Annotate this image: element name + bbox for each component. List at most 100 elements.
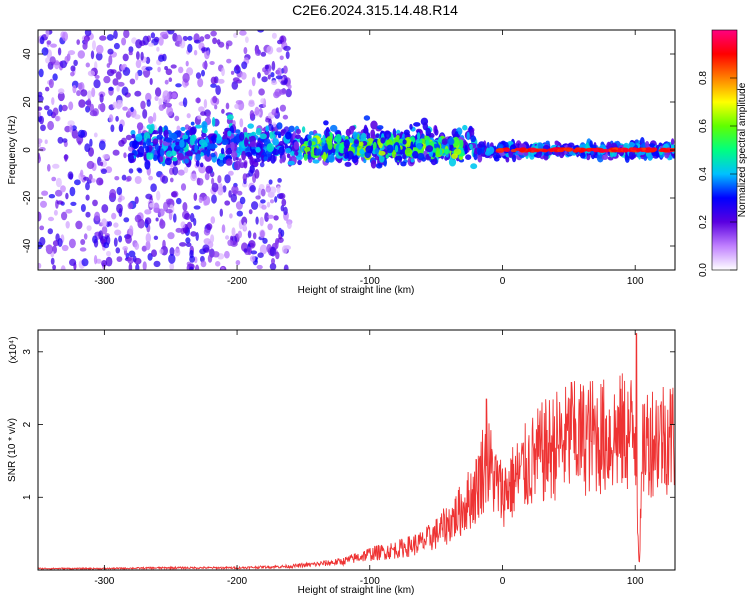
heatmap-cell xyxy=(278,146,285,156)
heatmap-cell xyxy=(71,129,79,139)
heatmap-cell xyxy=(134,90,142,97)
heatmap-cell xyxy=(86,160,95,170)
heatmap-cell xyxy=(209,61,215,65)
heatmap-cell xyxy=(145,145,150,153)
snr-y-ticks: 1 2 3 xyxy=(22,349,675,500)
heatmap-cell xyxy=(279,158,284,164)
heatmap-cell xyxy=(240,72,247,80)
heatmap-cell xyxy=(248,101,255,107)
heatmap-cell xyxy=(45,86,50,92)
heatmap-cell xyxy=(39,36,45,45)
heatmap-cell xyxy=(38,95,44,103)
heatmap-cell xyxy=(466,131,470,141)
heatmap-cell xyxy=(180,183,187,191)
heatmap-cell xyxy=(218,41,225,48)
heatmap-cell xyxy=(363,115,371,121)
heatmap-cell xyxy=(128,168,134,174)
heatmap-cell xyxy=(153,202,160,213)
heatmap-cell xyxy=(123,30,130,39)
heatmap-cell xyxy=(145,66,153,71)
heatmap-cell xyxy=(91,178,96,183)
heatmap-cell xyxy=(80,239,86,245)
heatmap-cell xyxy=(87,90,92,100)
heatmap-cell xyxy=(109,188,117,199)
heatmap-cell xyxy=(611,149,618,153)
heatmap-cell xyxy=(241,150,247,161)
heatmap-cell xyxy=(118,123,124,133)
heatmap-cell xyxy=(113,42,120,50)
heatmap-cell xyxy=(221,139,229,145)
heatmap-cell xyxy=(224,200,231,206)
heatmap-cell xyxy=(164,157,172,166)
heatmap-cell xyxy=(204,172,210,181)
heatmap-cell xyxy=(417,152,425,161)
heatmap-cell xyxy=(210,152,216,158)
heatmap-cell xyxy=(323,120,329,126)
heatmap-cell xyxy=(503,148,510,152)
heatmap-cell xyxy=(206,142,211,151)
heatmap-cell xyxy=(505,157,510,163)
heatmap-cell xyxy=(243,47,248,55)
heatmap-cell xyxy=(497,148,504,152)
heatmap-cell xyxy=(267,74,271,80)
heatmap-cell xyxy=(636,148,643,152)
heatmap-cell xyxy=(297,159,302,166)
heatmap-cell xyxy=(279,55,284,61)
heatmap-cell xyxy=(92,199,98,207)
heatmap-cell xyxy=(198,164,206,174)
heatmap-cell xyxy=(38,138,43,144)
heatmap-cell xyxy=(159,248,164,254)
heatmap-cell xyxy=(261,154,265,164)
heatmap-cell xyxy=(146,152,154,160)
heatmap-cell xyxy=(395,135,400,140)
heatmap-cell xyxy=(235,64,240,71)
heatmap-cell xyxy=(162,239,166,250)
heatmap-cell xyxy=(58,88,65,94)
heatmap-cell xyxy=(158,125,163,136)
heatmap-cell xyxy=(115,71,122,80)
heatmap-cell xyxy=(268,179,273,185)
heatmap-cell xyxy=(189,136,195,146)
heatmap-cell xyxy=(203,200,208,206)
heatmap-cell xyxy=(343,139,350,149)
heatmap-cell xyxy=(403,129,410,136)
heatmap-cell xyxy=(103,242,110,249)
heatmap-cell xyxy=(77,129,86,138)
heatmap-cell xyxy=(64,125,71,133)
y-tick-label: 1 xyxy=(22,494,33,500)
heatmap-cell xyxy=(39,225,45,231)
heatmap-cell xyxy=(69,186,76,197)
heatmap-cell xyxy=(267,123,274,132)
heatmap-cell xyxy=(128,263,133,270)
heatmap-cell xyxy=(370,120,378,130)
heatmap-cell xyxy=(38,211,42,222)
heatmap-cell xyxy=(59,60,67,69)
heatmap-cell xyxy=(185,60,189,67)
heatmap-cell xyxy=(113,222,119,228)
heatmap-cell xyxy=(128,250,136,258)
heatmap-cell xyxy=(276,67,283,77)
heatmap-cell xyxy=(203,228,211,236)
heatmap-cell xyxy=(230,141,235,151)
heatmap-cell xyxy=(578,149,585,153)
heatmap-cell xyxy=(84,143,91,153)
heatmap-cell xyxy=(272,138,279,146)
heatmap-cell xyxy=(195,153,201,161)
heatmap-cell xyxy=(263,156,268,161)
heatmap-cell xyxy=(193,49,198,56)
heatmap-cell xyxy=(281,245,288,254)
heatmap-cell xyxy=(308,140,312,147)
heatmap-cell xyxy=(278,88,287,95)
heatmap-cell xyxy=(189,255,196,263)
heatmap-cell xyxy=(434,128,439,136)
colorbar-tick-label: 0.2 xyxy=(698,215,709,229)
x-tick-label: -200 xyxy=(227,576,247,587)
heatmap-cell xyxy=(151,249,157,257)
x-tick-label: 100 xyxy=(627,576,644,587)
heatmap-cell xyxy=(264,212,269,223)
y-tick-label: 20 xyxy=(22,96,33,108)
heatmap-cell xyxy=(179,139,185,148)
heatmap-cell xyxy=(152,138,159,144)
heatmap-cell xyxy=(147,116,154,124)
heatmap-cell xyxy=(165,150,174,158)
